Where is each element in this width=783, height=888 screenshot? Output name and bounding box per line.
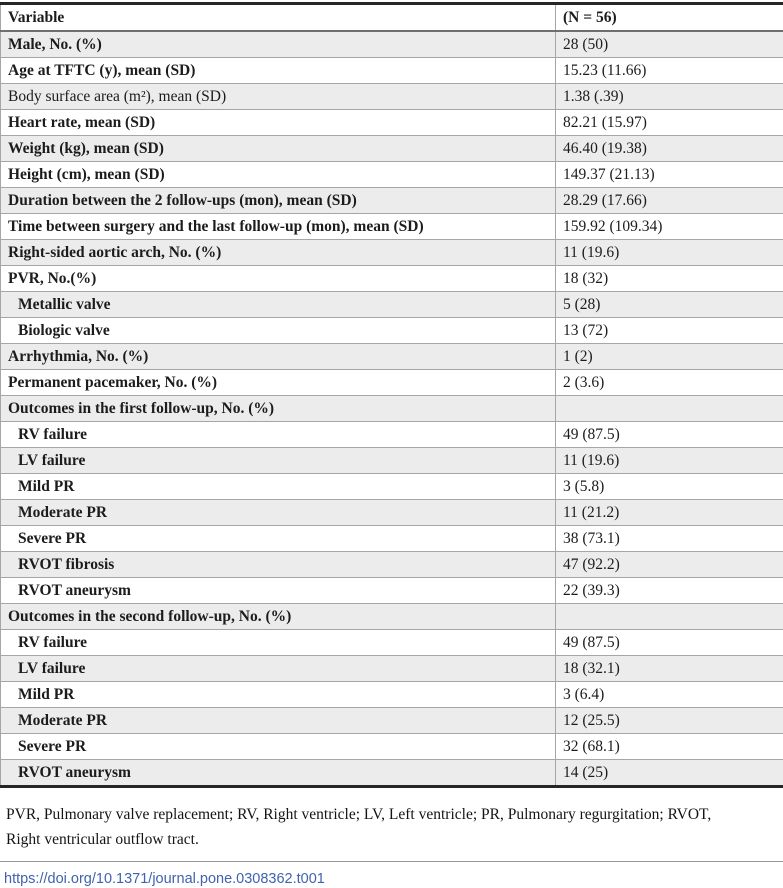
table-row: Permanent pacemaker, No. (%) 2 (3.6) [1, 370, 783, 396]
table-row: RVOT aneurysm 14 (25) [1, 760, 783, 787]
table-row: Metallic valve 5 (28) [1, 292, 783, 318]
table-row: Biologic valve 13 (72) [1, 318, 783, 344]
row-label: Severe PR [1, 734, 556, 760]
table-row: Outcomes in the second follow-up, No. (%… [1, 604, 783, 630]
row-label: Male, No. (%) [1, 31, 556, 58]
table-row: LV failure 18 (32.1) [1, 656, 783, 682]
footnote-line-2: Right ventricular outflow tract. [6, 831, 199, 848]
table-row: Weight (kg), mean (SD) 46.40 (19.38) [1, 136, 783, 162]
row-label: Heart rate, mean (SD) [1, 110, 556, 136]
row-value: 49 (87.5) [556, 422, 783, 448]
row-label: RVOT aneurysm [1, 578, 556, 604]
row-label: LV failure [1, 448, 556, 474]
footnote-line-1: PVR, Pulmonary valve replacement; RV, Ri… [6, 806, 711, 823]
row-value: 14 (25) [556, 760, 783, 787]
row-value: 5 (28) [556, 292, 783, 318]
row-label: Moderate PR [1, 708, 556, 734]
row-value: 22 (39.3) [556, 578, 783, 604]
row-label: LV failure [1, 656, 556, 682]
table-row: RV failure 49 (87.5) [1, 630, 783, 656]
table-row: RV failure 49 (87.5) [1, 422, 783, 448]
row-value: 11 (19.6) [556, 448, 783, 474]
row-value: 11 (19.6) [556, 240, 783, 266]
row-label: RV failure [1, 630, 556, 656]
row-value: 28 (50) [556, 31, 783, 58]
table-row: Height (cm), mean (SD) 149.37 (21.13) [1, 162, 783, 188]
row-label: PVR, No.(%) [1, 266, 556, 292]
header-row: Variable (N = 56) [1, 4, 783, 32]
table-body: Male, No. (%) 28 (50) Age at TFTC (y), m… [1, 31, 783, 787]
row-label: Metallic valve [1, 292, 556, 318]
row-label: Duration between the 2 follow-ups (mon),… [1, 188, 556, 214]
row-label: Arrhythmia, No. (%) [1, 344, 556, 370]
column-header-n: (N = 56) [556, 4, 783, 32]
table-row: Age at TFTC (y), mean (SD) 15.23 (11.66) [1, 58, 783, 84]
row-label: Severe PR [1, 526, 556, 552]
table-row: Mild PR 3 (6.4) [1, 682, 783, 708]
row-label: Height (cm), mean (SD) [1, 162, 556, 188]
row-value: 3 (6.4) [556, 682, 783, 708]
table-row: Right-sided aortic arch, No. (%) 11 (19.… [1, 240, 783, 266]
row-label: Moderate PR [1, 500, 556, 526]
row-value: 18 (32.1) [556, 656, 783, 682]
row-label: Mild PR [1, 682, 556, 708]
row-value: 18 (32) [556, 266, 783, 292]
row-value: 38 (73.1) [556, 526, 783, 552]
doi-link[interactable]: https://doi.org/10.1371/journal.pone.030… [4, 871, 325, 887]
row-value: 159.92 (109.34) [556, 214, 783, 240]
row-value: 1.38 (.39) [556, 84, 783, 110]
row-label: Biologic valve [1, 318, 556, 344]
row-value: 12 (25.5) [556, 708, 783, 734]
table-row: Male, No. (%) 28 (50) [1, 31, 783, 58]
row-value: 2 (3.6) [556, 370, 783, 396]
row-label: RV failure [1, 422, 556, 448]
table-row: Heart rate, mean (SD) 82.21 (15.97) [1, 110, 783, 136]
row-label: Weight (kg), mean (SD) [1, 136, 556, 162]
patient-characteristics-table: Variable (N = 56) Male, No. (%) 28 (50) … [0, 2, 783, 788]
table-row: Moderate PR 11 (21.2) [1, 500, 783, 526]
table-row: RVOT fibrosis 47 (92.2) [1, 552, 783, 578]
table-row: Severe PR 32 (68.1) [1, 734, 783, 760]
table-row: Duration between the 2 follow-ups (mon),… [1, 188, 783, 214]
table-row: RVOT aneurysm 22 (39.3) [1, 578, 783, 604]
row-value: 15.23 (11.66) [556, 58, 783, 84]
row-value: 28.29 (17.66) [556, 188, 783, 214]
row-value: 49 (87.5) [556, 630, 783, 656]
row-value: 82.21 (15.97) [556, 110, 783, 136]
table-row: Time between surgery and the last follow… [1, 214, 783, 240]
column-header-variable: Variable [1, 4, 556, 32]
row-label: Right-sided aortic arch, No. (%) [1, 240, 556, 266]
row-value [556, 396, 783, 422]
row-label: Outcomes in the first follow-up, No. (%) [1, 396, 556, 422]
row-value: 1 (2) [556, 344, 783, 370]
row-label: Outcomes in the second follow-up, No. (%… [1, 604, 556, 630]
table-row: LV failure 11 (19.6) [1, 448, 783, 474]
row-label: Permanent pacemaker, No. (%) [1, 370, 556, 396]
table-row: Severe PR 38 (73.1) [1, 526, 783, 552]
row-label: RVOT aneurysm [1, 760, 556, 787]
row-value [556, 604, 783, 630]
table-row: Moderate PR 12 (25.5) [1, 708, 783, 734]
row-value: 3 (5.8) [556, 474, 783, 500]
table-row: Outcomes in the first follow-up, No. (%) [1, 396, 783, 422]
table-footnote: PVR, Pulmonary valve replacement; RV, Ri… [6, 802, 777, 852]
row-label: Body surface area (m²), mean (SD) [1, 84, 556, 110]
row-value: 149.37 (21.13) [556, 162, 783, 188]
row-value: 47 (92.2) [556, 552, 783, 578]
row-value: 46.40 (19.38) [556, 136, 783, 162]
row-label: Age at TFTC (y), mean (SD) [1, 58, 556, 84]
table-row: Body surface area (m²), mean (SD) 1.38 (… [1, 84, 783, 110]
row-value: 11 (21.2) [556, 500, 783, 526]
table-row: Mild PR 3 (5.8) [1, 474, 783, 500]
table-row: PVR, No.(%) 18 (32) [1, 266, 783, 292]
row-value: 13 (72) [556, 318, 783, 344]
row-label: Time between surgery and the last follow… [1, 214, 556, 240]
row-label: Mild PR [1, 474, 556, 500]
divider-line [0, 861, 783, 862]
row-label: RVOT fibrosis [1, 552, 556, 578]
row-value: 32 (68.1) [556, 734, 783, 760]
table-row: Arrhythmia, No. (%) 1 (2) [1, 344, 783, 370]
